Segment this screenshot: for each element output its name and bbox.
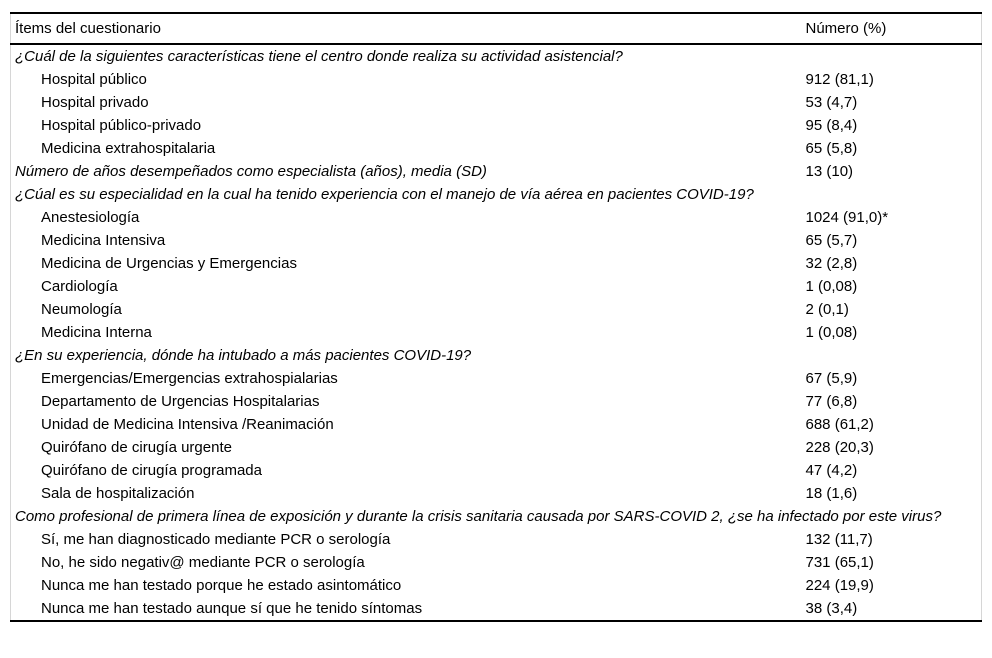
table-row: Quirófano de cirugía urgente 228 (20,3) xyxy=(11,436,982,459)
table-row: No, he sido negativ@ mediante PCR o sero… xyxy=(11,551,982,574)
row-value: 688 (61,2) xyxy=(805,416,874,433)
row-value: 132 (11,7) xyxy=(805,531,873,548)
row-label: Cardiología xyxy=(41,278,118,295)
table-body: ¿Cuál de la siguientes características t… xyxy=(11,44,982,621)
row-value: 95 (8,4) xyxy=(805,117,858,134)
row-value: 47 (4,2) xyxy=(805,462,858,479)
row-value: 32 (2,8) xyxy=(805,255,858,272)
row-value: 1024 (91,0)* xyxy=(805,209,889,226)
table-row: Nunca me han testado porque he estado as… xyxy=(11,574,982,597)
table-row: Como profesional de primera línea de exp… xyxy=(11,505,982,528)
row-value: 65 (5,8) xyxy=(805,140,858,157)
row-label: No, he sido negativ@ mediante PCR o sero… xyxy=(41,554,365,571)
table-row: Número de años desempeñados como especia… xyxy=(11,160,982,183)
row-label: Unidad de Medicina Intensiva /Reanimació… xyxy=(41,416,334,433)
table-row: Emergencias/Emergencias extrahospialaria… xyxy=(11,367,982,390)
column-header-items: Ítems del cuestionario xyxy=(10,13,802,45)
row-value: 13 (10) xyxy=(805,163,854,180)
table-row: Nunca me han testado aunque sí que he te… xyxy=(11,597,982,621)
row-value: 912 (81,1) xyxy=(805,71,874,88)
question-label: Número de años desempeñados como especia… xyxy=(15,163,487,180)
row-label: Nunca me han testado aunque sí que he te… xyxy=(41,600,423,617)
row-label: Quirófano de cirugía programada xyxy=(41,462,262,479)
table-row: Sala de hospitalización 18 (1,6) xyxy=(11,482,982,505)
table-row: ¿Cuál de la siguientes características t… xyxy=(11,44,982,68)
table-row: Medicina Interna 1 (0,08) xyxy=(11,321,982,344)
row-label: Hospital público xyxy=(41,71,147,88)
table-row: Departamento de Urgencias Hospitalarias 7… xyxy=(11,390,982,413)
table-row: Medicina de Urgencias y Emergencias 32 (2… xyxy=(11,252,982,275)
row-value: 53 (4,7) xyxy=(805,94,858,111)
row-value: 2 (0,1) xyxy=(805,301,849,318)
row-label: Medicina Intensiva xyxy=(41,232,166,249)
questionnaire-table: Ítems del cuestionario Número (%) ¿Cuál … xyxy=(10,12,982,622)
table-row: Hospital público-privado 95 (8,4) xyxy=(11,114,982,137)
row-label: Sala de hospitalización xyxy=(41,485,195,502)
row-value: 67 (5,9) xyxy=(805,370,858,387)
page: Ítems del cuestionario Número (%) ¿Cuál … xyxy=(10,12,982,622)
row-label: Medicina de Urgencias y Emergencias xyxy=(41,255,297,272)
row-label: Sí, me han diagnosticado mediante PCR o … xyxy=(41,531,391,548)
question-label: ¿En su experiencia, dónde ha intubado a … xyxy=(15,347,472,364)
header-row: Ítems del cuestionario Número (%) xyxy=(10,13,982,45)
table-row: ¿En su experiencia, dónde ha intubado a … xyxy=(11,344,982,367)
row-value: 77 (6,8) xyxy=(805,393,858,410)
row-label: Medicina Interna xyxy=(41,324,152,341)
row-value: 65 (5,7) xyxy=(805,232,858,249)
table-row: Hospital público 912 (81,1) xyxy=(11,68,982,91)
question-label: ¿Cúal es su especialidad en la cual ha t… xyxy=(15,186,754,203)
row-value: 18 (1,6) xyxy=(805,485,858,502)
row-label: Nunca me han testado porque he estado as… xyxy=(41,577,402,594)
row-label: Neumología xyxy=(41,301,122,318)
table-row: Cardiología 1 (0,08) xyxy=(11,275,982,298)
table-row: Unidad de Medicina Intensiva /Reanimació… xyxy=(11,413,982,436)
table-header: Ítems del cuestionario Número (%) xyxy=(10,13,982,45)
row-label: Medicina extrahospitalaria xyxy=(41,140,216,157)
table-row: Sí, me han diagnosticado mediante PCR o … xyxy=(11,528,982,551)
row-label: Emergencias/Emergencias extrahospialaria… xyxy=(41,370,338,387)
row-value: 224 (19,9) xyxy=(805,577,874,594)
row-label: Quirófano de cirugía urgente xyxy=(41,439,232,456)
table-row: Medicina Intensiva 65 (5,7) xyxy=(11,229,982,252)
row-label: Hospital público-privado xyxy=(41,117,202,134)
question-label: Como profesional de primera línea de exp… xyxy=(15,508,942,525)
row-value: 731 (65,1) xyxy=(805,554,874,571)
question-label: ¿Cuál de la siguientes características t… xyxy=(15,48,623,65)
row-value: 1 (0,08) xyxy=(805,278,858,295)
column-header-number: Número (%) xyxy=(801,13,982,45)
row-value: 228 (20,3) xyxy=(805,439,874,456)
table-row: ¿Cúal es su especialidad en la cual ha t… xyxy=(11,183,982,206)
row-value: 38 (3,4) xyxy=(805,600,858,617)
table-row: Hospital privado 53 (4,7) xyxy=(11,91,982,114)
row-label: Anestesiología xyxy=(41,209,140,226)
table-row: Anestesiología 1024 (91,0)* xyxy=(11,206,982,229)
row-label: Departamento de Urgencias Hospitalarias xyxy=(41,393,320,410)
row-label: Hospital privado xyxy=(41,94,149,111)
row-value: 1 (0,08) xyxy=(805,324,858,341)
table-row: Quirófano de cirugía programada 47 (4,2) xyxy=(11,459,982,482)
table-row: Neumología 2 (0,1) xyxy=(11,298,982,321)
table-row: Medicina extrahospitalaria 65 (5,8) xyxy=(11,137,982,160)
